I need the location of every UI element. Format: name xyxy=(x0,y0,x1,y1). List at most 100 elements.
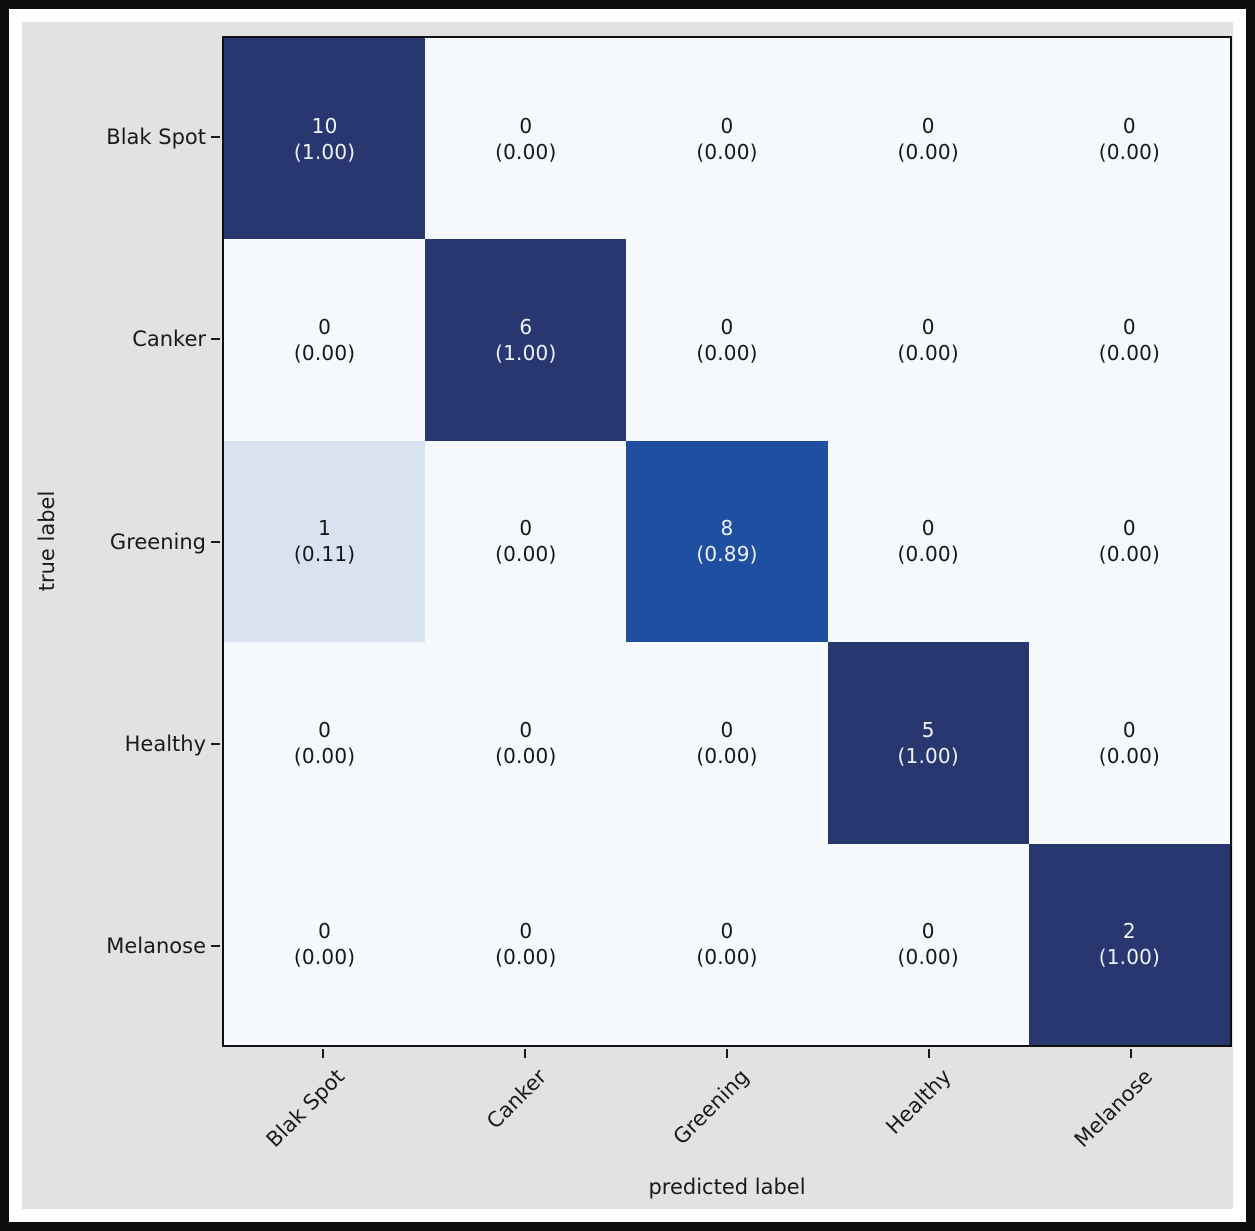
cell-count: 0 xyxy=(720,717,734,742)
matrix-cell: 0 (0.00) xyxy=(626,38,828,240)
x-axis-tick xyxy=(322,1049,324,1058)
cell-count: 0 xyxy=(318,717,332,742)
cell-fraction: (1.00) xyxy=(495,341,557,366)
cell-fraction: (0.00) xyxy=(897,542,959,567)
cell-count: 1 xyxy=(318,516,332,541)
cell-fraction: (0.00) xyxy=(696,743,758,768)
cell-count: 0 xyxy=(519,113,533,138)
cell-count: 0 xyxy=(519,717,533,742)
x-tick-label: Healthy xyxy=(717,1063,956,1139)
matrix-cell: 0 (0.00) xyxy=(224,642,426,844)
matrix-cell: 0 (0.00) xyxy=(626,239,828,441)
heatmap-grid: 10 (1.00) 0 (0.00) 0 (0.00) 0 (0.00) 0 (0.00) 0 (0.… xyxy=(224,38,1230,1045)
matrix-cell: 0 (0.00) xyxy=(425,642,627,844)
cell-count: 0 xyxy=(921,919,935,944)
matrix-cell: 0 (0.00) xyxy=(1028,239,1230,441)
cell-fraction: (0.00) xyxy=(293,341,356,366)
cell-fraction: (0.00) xyxy=(696,341,758,366)
x-axis-tick xyxy=(928,1049,930,1058)
matrix-cell: 10 (1.00) xyxy=(224,38,426,240)
cell-count: 6 xyxy=(519,315,533,340)
y-axis-tick xyxy=(211,136,220,139)
cell-count: 5 xyxy=(921,717,935,742)
matrix-cell: 0 (0.00) xyxy=(1028,440,1230,643)
figure-matte: 10 (1.00) 0 (0.00) 0 (0.00) 0 (0.00) 0 (0.00) 0 (0.… xyxy=(9,9,1246,1222)
cell-count: 0 xyxy=(519,919,533,944)
plot-area: 10 (1.00) 0 (0.00) 0 (0.00) 0 (0.00) 0 (0.00) 0 (0.… xyxy=(222,36,1232,1047)
matrix-cell: 0 (0.00) xyxy=(626,642,828,844)
cell-count: 0 xyxy=(720,315,734,340)
cell-fraction: (0.00) xyxy=(495,945,557,970)
cell-fraction: (0.00) xyxy=(495,542,557,567)
cell-fraction: (1.00) xyxy=(1098,945,1161,970)
confusion-matrix-figure: 10 (1.00) 0 (0.00) 0 (0.00) 0 (0.00) 0 (0.00) 0 (0.… xyxy=(22,22,1233,1209)
matrix-cell: 0 (0.00) xyxy=(827,440,1029,643)
x-axis-tick xyxy=(1130,1049,1132,1058)
cell-count: 0 xyxy=(318,919,332,944)
cell-count: 0 xyxy=(1122,717,1136,742)
cell-fraction: (1.00) xyxy=(897,743,959,768)
matrix-cell: 0 (0.00) xyxy=(626,843,828,1045)
cell-fraction: (0.00) xyxy=(293,743,356,768)
cell-count: 0 xyxy=(1122,315,1136,340)
cell-fraction: (0.00) xyxy=(1098,341,1161,366)
y-axis-tick xyxy=(211,338,220,341)
y-tick-label: Canker xyxy=(132,327,206,352)
cell-count: 0 xyxy=(318,315,332,340)
cell-fraction: (0.00) xyxy=(696,139,758,164)
cell-count: 0 xyxy=(921,113,935,138)
cell-fraction: (0.00) xyxy=(696,945,758,970)
cell-fraction: (0.00) xyxy=(1098,139,1161,164)
cell-count: 2 xyxy=(1122,919,1136,944)
cell-fraction: (0.89) xyxy=(696,542,758,567)
cell-fraction: (0.00) xyxy=(1098,743,1161,768)
cell-count: 8 xyxy=(720,516,734,541)
cell-count: 0 xyxy=(720,919,734,944)
matrix-cell: 0 (0.00) xyxy=(1028,38,1230,240)
cell-fraction: (0.00) xyxy=(1098,542,1161,567)
x-tick-label: Blak Spot xyxy=(111,1063,349,1151)
cell-fraction: (0.00) xyxy=(897,945,959,970)
cell-fraction: (0.00) xyxy=(293,945,356,970)
x-axis-tick xyxy=(524,1049,526,1058)
y-tick-label: Blak Spot xyxy=(106,125,206,150)
cell-count: 10 xyxy=(311,113,338,138)
cell-count: 0 xyxy=(921,315,935,340)
matrix-cell: 5 (1.00) xyxy=(827,642,1029,844)
matrix-cell: 0 (0.00) xyxy=(827,843,1029,1045)
cell-count: 0 xyxy=(1122,113,1136,138)
y-axis-tick xyxy=(211,540,220,543)
cell-fraction: (0.00) xyxy=(897,139,959,164)
cell-fraction: (1.00) xyxy=(293,139,356,164)
y-axis-tick xyxy=(211,944,220,947)
x-tick-label: Melanose xyxy=(919,1063,1158,1152)
cell-count: 0 xyxy=(921,516,935,541)
x-tick-label: Canker xyxy=(313,1063,551,1133)
cell-fraction: (0.00) xyxy=(897,341,959,366)
x-tick-label: Greening xyxy=(515,1063,753,1149)
cell-fraction: (0.00) xyxy=(495,743,557,768)
matrix-cell: 6 (1.00) xyxy=(425,239,627,441)
y-tick-label: Healthy xyxy=(124,731,206,756)
matrix-cell: 8 (0.89) xyxy=(626,440,828,643)
x-axis-tick xyxy=(726,1049,728,1058)
x-tick-label-text: Melanose xyxy=(1069,1064,1158,1152)
cell-count: 0 xyxy=(720,113,734,138)
cell-count: 0 xyxy=(519,516,533,541)
matrix-cell: 0 (0.00) xyxy=(224,239,426,441)
x-axis-title: predicted label xyxy=(648,1175,806,1199)
y-tick-label: Melanose xyxy=(106,933,206,958)
cell-fraction: (0.00) xyxy=(495,139,557,164)
matrix-cell: 0 (0.00) xyxy=(425,440,627,643)
matrix-cell: 1 (0.11) xyxy=(224,440,426,643)
cell-count: 0 xyxy=(1122,516,1136,541)
matrix-cell: 0 (0.00) xyxy=(827,239,1029,441)
matrix-cell: 0 (0.00) xyxy=(425,38,627,240)
matrix-cell: 0 (0.00) xyxy=(827,38,1029,240)
matrix-cell: 0 (0.00) xyxy=(1028,642,1230,844)
cell-fraction: (0.11) xyxy=(293,542,356,567)
matrix-cell: 2 (1.00) xyxy=(1028,843,1230,1045)
matrix-cell: 0 (0.00) xyxy=(425,843,627,1045)
y-tick-label: Greening xyxy=(109,529,206,554)
